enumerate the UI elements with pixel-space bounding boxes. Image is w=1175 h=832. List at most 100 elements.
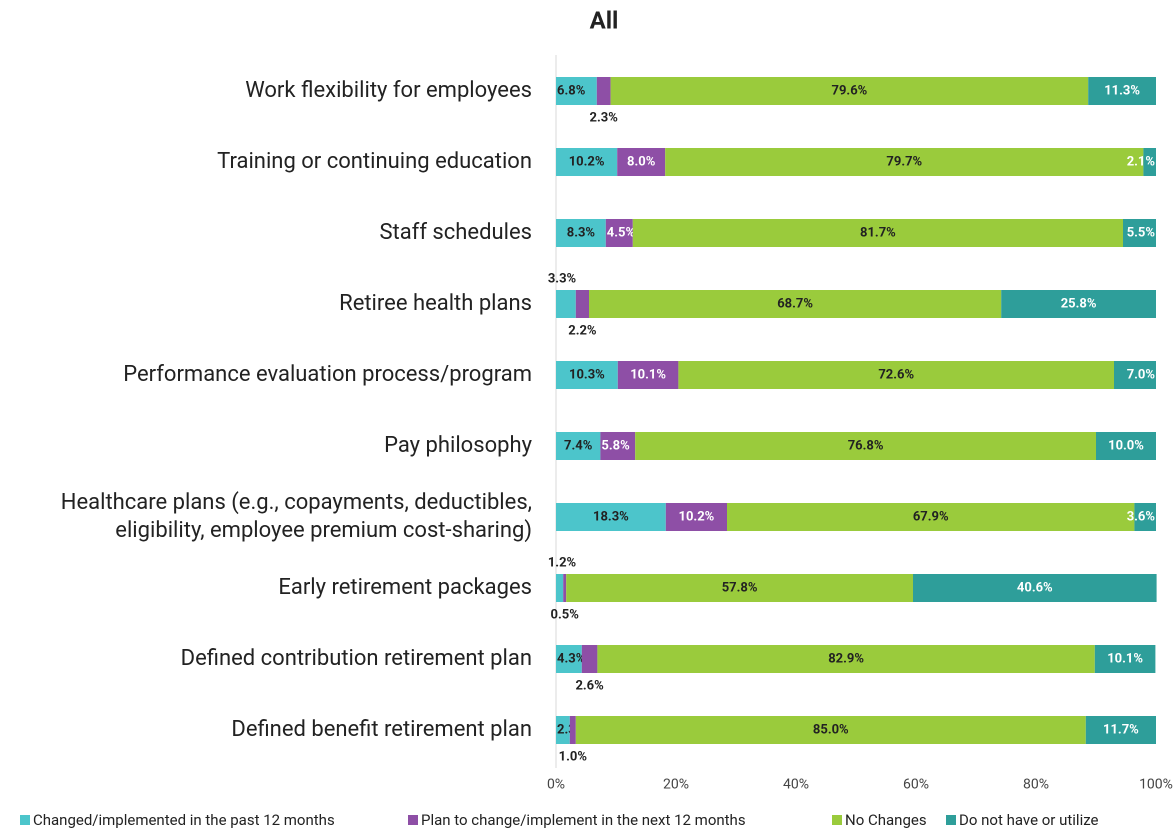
bar-segment xyxy=(617,361,679,389)
bar-segment xyxy=(556,645,582,673)
x-tick-label: 0% xyxy=(547,777,565,793)
x-tick-label: 40% xyxy=(783,777,809,793)
bar-segment xyxy=(1001,290,1156,318)
bar-segment xyxy=(1123,219,1156,247)
legend-item: Changed/implemented in the past 12 month… xyxy=(20,811,335,829)
bar-segment xyxy=(665,148,1144,176)
value-label: 5.8% xyxy=(601,438,630,453)
value-label: 10.1% xyxy=(1107,651,1143,666)
legend-swatch xyxy=(946,815,956,825)
value-label: 10.0% xyxy=(1108,438,1144,453)
bar-segment xyxy=(581,645,598,673)
value-label: 79.7% xyxy=(886,154,922,169)
legend-item: Do not have or utilize xyxy=(946,811,1099,829)
bar-segment xyxy=(678,361,1114,389)
value-label: 6.8% xyxy=(557,83,586,98)
bar-segment xyxy=(556,77,597,105)
value-label: 68.7% xyxy=(777,296,813,311)
legend-swatch xyxy=(408,815,418,825)
chart-title: All xyxy=(590,6,619,34)
value-label: 79.6% xyxy=(832,83,868,98)
bar-segment xyxy=(563,574,567,602)
category-label: Defined benefit retirement plan xyxy=(231,717,532,742)
value-label: 40.6% xyxy=(1017,580,1053,595)
value-label: 2.3% xyxy=(590,110,619,125)
bar-segment xyxy=(556,219,606,247)
bar-segment xyxy=(1085,716,1156,744)
value-label: 4.5% xyxy=(607,225,636,240)
value-label: 11.7% xyxy=(1103,722,1139,737)
bar-segment xyxy=(913,574,1157,602)
legend-label: Changed/implemented in the past 12 month… xyxy=(33,811,335,829)
bar-segment xyxy=(556,432,601,460)
legend-label: Plan to change/implement in the next 12 … xyxy=(421,811,746,829)
value-label: 76.8% xyxy=(848,438,884,453)
value-label: 8.3% xyxy=(567,225,596,240)
legend-item: No Changes xyxy=(832,811,927,829)
bar-segment xyxy=(556,503,666,531)
category-label: Early retirement packages xyxy=(278,575,532,600)
value-label: 18.3% xyxy=(593,509,629,524)
bar-segment xyxy=(665,503,727,531)
value-label: 1.2% xyxy=(548,555,577,570)
value-label: 10.2% xyxy=(569,154,605,169)
x-tick-label: 60% xyxy=(903,777,929,793)
category-label: Performance evaluation process/program xyxy=(123,362,532,387)
bar-segment xyxy=(1114,361,1156,389)
value-label: 10.3% xyxy=(569,367,605,382)
x-tick-label: 20% xyxy=(663,777,689,793)
category-label: Pay philosophy xyxy=(384,433,532,458)
x-tick-label: 80% xyxy=(1023,777,1049,793)
value-label: 67.9% xyxy=(913,509,949,524)
value-label: 85.0% xyxy=(813,722,849,737)
category-label: Defined contribution retirement plan xyxy=(180,646,532,671)
category-label: Staff schedules xyxy=(379,220,532,245)
bar-segment xyxy=(556,361,618,389)
bar-segment xyxy=(605,219,633,247)
legend-label: Do not have or utilize xyxy=(959,811,1099,829)
bar-segment xyxy=(556,574,564,602)
bar-segment xyxy=(635,432,1096,460)
bar-segment xyxy=(610,77,1089,105)
value-label: 2.2% xyxy=(568,323,597,338)
legend-swatch xyxy=(20,815,30,825)
value-label: 81.7% xyxy=(860,225,896,240)
value-label: 4.3% xyxy=(557,651,586,666)
legend-swatch xyxy=(832,815,842,825)
legend-item: Plan to change/implement in the next 12 … xyxy=(408,811,746,829)
value-label: 25.8% xyxy=(1061,296,1097,311)
bar-segment xyxy=(589,290,1002,318)
bar-segment xyxy=(596,77,611,105)
value-label: 1.0% xyxy=(559,749,588,764)
value-label: 7.0% xyxy=(1127,367,1156,382)
value-label: 3.6% xyxy=(1127,509,1156,524)
value-label: 2.6% xyxy=(575,678,604,693)
bar-segment xyxy=(575,290,589,318)
bar-segment xyxy=(569,716,576,744)
bar-segment xyxy=(1094,645,1156,673)
value-label: 72.6% xyxy=(878,367,914,382)
value-label: 7.4% xyxy=(564,438,593,453)
legend-label: No Changes xyxy=(845,811,927,829)
bar-segment xyxy=(556,290,576,318)
bar-segment xyxy=(597,645,1095,673)
value-label: 3.3% xyxy=(548,271,577,286)
bar-segment xyxy=(1143,148,1156,176)
bar-segment xyxy=(556,716,570,744)
value-label: 2.1% xyxy=(1127,154,1156,169)
category-label: Work flexibility for employees xyxy=(245,78,532,103)
bar-segment xyxy=(1088,77,1156,105)
bar-segment xyxy=(727,503,1135,531)
bar-segment xyxy=(1096,432,1156,460)
value-label: 5.5% xyxy=(1127,225,1156,240)
x-tick-label: 100% xyxy=(1139,777,1173,793)
bar-segment xyxy=(600,432,636,460)
bar-segment xyxy=(566,574,913,602)
value-label: 8.0% xyxy=(627,154,656,169)
category-label: Training or continuing education xyxy=(217,149,532,174)
value-label: 82.9% xyxy=(828,651,864,666)
bar-segment xyxy=(1134,503,1156,531)
category-label: Retiree health plans xyxy=(339,291,532,316)
